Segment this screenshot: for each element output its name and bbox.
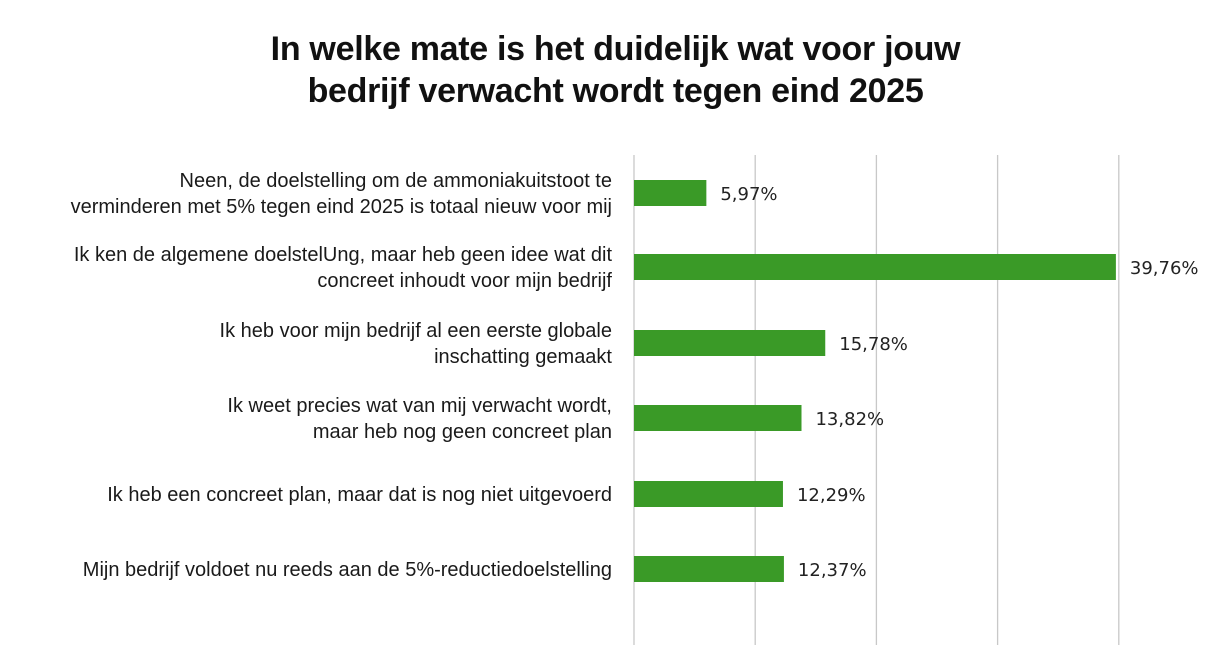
chart-title-line-2: bedrijf verwacht wordt tegen eind 2025 bbox=[307, 72, 924, 110]
bar-1 bbox=[634, 254, 1116, 280]
category-label-5-0: Mijn bedrijf voldoet nu reeds aan de 5%-… bbox=[83, 559, 612, 581]
chart-title: In welke mate is het duidelijk wat voor … bbox=[0, 28, 1231, 112]
category-label-2-1: inschatting gemaakt bbox=[434, 346, 612, 368]
value-label-5: 12,37% bbox=[798, 560, 867, 581]
category-label-1-1: concreet inhoudt voor mijn bedrijf bbox=[317, 270, 612, 292]
category-label-2-0: Ik heb voor mijn bedrijf al een eerste g… bbox=[220, 320, 612, 342]
value-label-2: 15,78% bbox=[839, 334, 908, 355]
category-label-0-1: verminderen met 5% tegen eind 2025 is to… bbox=[71, 196, 612, 218]
bar-4 bbox=[634, 481, 783, 507]
chart-title-line-1: In welke mate is het duidelijk wat voor … bbox=[270, 30, 961, 68]
category-label-3-0: Ik weet precies wat van mij verwacht wor… bbox=[227, 395, 612, 417]
category-label-0-0: Neen, de doelstelling om de ammoniakuits… bbox=[180, 170, 612, 192]
bar-2 bbox=[634, 330, 826, 356]
value-label-4: 12,29% bbox=[797, 485, 866, 506]
bar-5 bbox=[634, 556, 784, 582]
category-label-3-1: maar heb nog geen concreet plan bbox=[313, 421, 612, 443]
value-label-3: 13,82% bbox=[815, 409, 884, 430]
value-label-1: 39,76% bbox=[1130, 258, 1199, 279]
value-label-0: 5,97% bbox=[720, 184, 777, 205]
category-label-4-0: Ik heb een concreet plan, maar dat is no… bbox=[107, 484, 612, 506]
bar-0 bbox=[634, 180, 707, 206]
bar-3 bbox=[634, 405, 802, 431]
category-label-1-0: Ik ken de algemene doelstelUng, maar heb… bbox=[74, 244, 613, 266]
